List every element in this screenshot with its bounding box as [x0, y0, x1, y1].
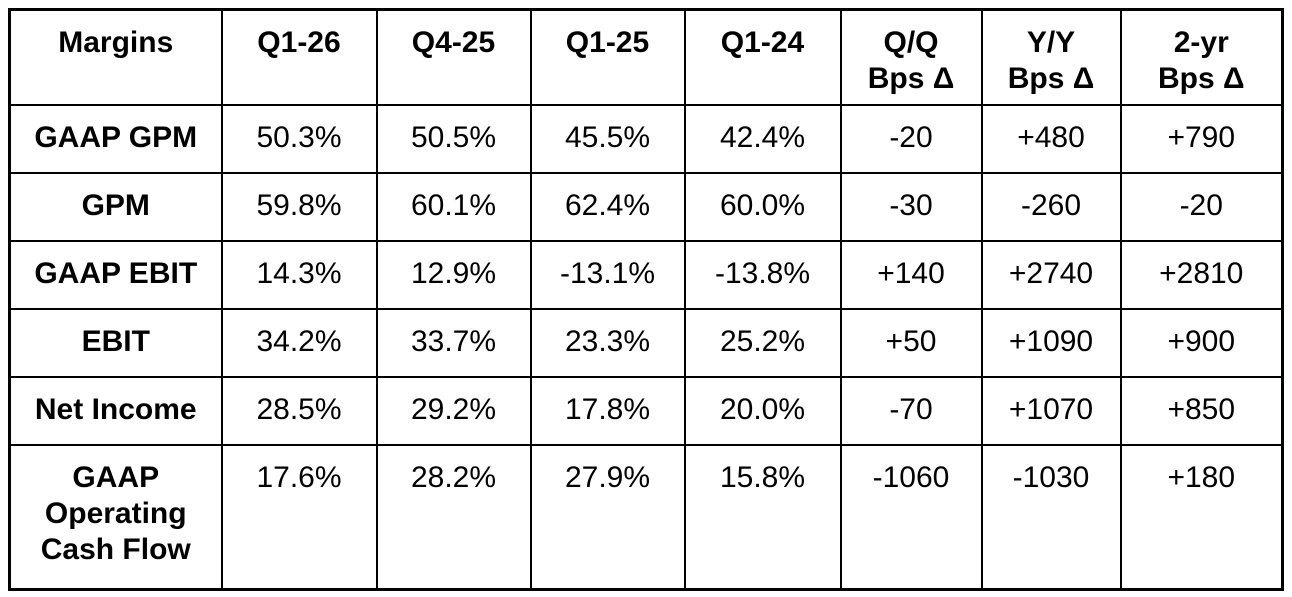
table-cell: 60.1%	[375, 171, 532, 242]
table-cell: -13.1%	[529, 239, 686, 310]
table-row-ebit: EBIT 34.2% 33.7% 23.3% 25.2% +50 +1090 +…	[8, 307, 1284, 378]
row-label-gaap-ebit: GAAP EBIT	[8, 239, 223, 310]
column-header-2yr-bps-delta: 2-yr Bps Δ	[1119, 8, 1284, 106]
table-cell: +900	[1119, 307, 1284, 378]
table-cell: 17.6%	[220, 443, 378, 591]
row-label-ebit: EBIT	[8, 307, 223, 378]
table-cell: -1030	[980, 443, 1122, 591]
table-cell: 20.0%	[683, 375, 842, 446]
table-cell: 28.5%	[220, 375, 378, 446]
table-cell: +790	[1119, 103, 1284, 174]
row-label-gpm: GPM	[8, 171, 223, 242]
table-cell: +2810	[1119, 239, 1284, 310]
table-cell: 14.3%	[220, 239, 378, 310]
table-cell: 15.8%	[683, 443, 842, 591]
table-row-gpm: GPM 59.8% 60.1% 62.4% 60.0% -30 -260 -20	[8, 171, 1284, 242]
table-cell: +2740	[980, 239, 1122, 310]
table-cell: -260	[980, 171, 1122, 242]
table-cell: +1090	[980, 307, 1122, 378]
table-cell: 28.2%	[375, 443, 532, 591]
table-cell: 23.3%	[529, 307, 686, 378]
table-cell: +140	[839, 239, 983, 310]
table-cell: 33.7%	[375, 307, 532, 378]
column-header-yy-bps-delta: Y/Y Bps Δ	[980, 8, 1122, 106]
column-header-qq-bps-delta: Q/Q Bps Δ	[839, 8, 983, 106]
table-row-gaap-gpm: GAAP GPM 50.3% 50.5% 45.5% 42.4% -20 +48…	[8, 103, 1284, 174]
table-cell: -30	[839, 171, 983, 242]
table-row-net-income: Net Income 28.5% 29.2% 17.8% 20.0% -70 +…	[8, 375, 1284, 446]
table-cell: +480	[980, 103, 1122, 174]
table-cell: 59.8%	[220, 171, 378, 242]
table-cell: 34.2%	[220, 307, 378, 378]
table-cell: 62.4%	[529, 171, 686, 242]
column-header-q1-24: Q1-24	[683, 8, 842, 106]
table-cell: 17.8%	[529, 375, 686, 446]
table-cell: +850	[1119, 375, 1284, 446]
table-header-row: Margins Q1-26 Q4-25 Q1-25 Q1-24 Q/Q Bps …	[8, 8, 1284, 106]
table-cell: 42.4%	[683, 103, 842, 174]
table-cell: 12.9%	[375, 239, 532, 310]
column-header-q1-25: Q1-25	[529, 8, 686, 106]
row-label-net-income: Net Income	[8, 375, 223, 446]
table-cell: -13.8%	[683, 239, 842, 310]
table-cell: 50.3%	[220, 103, 378, 174]
margins-table: Margins Q1-26 Q4-25 Q1-25 Q1-24 Q/Q Bps …	[8, 8, 1284, 591]
table-cell: 45.5%	[529, 103, 686, 174]
table-cell: -20	[839, 103, 983, 174]
table-cell: -70	[839, 375, 983, 446]
table-cell: 25.2%	[683, 307, 842, 378]
table-row-gaap-operating-cash-flow: GAAP Operating Cash Flow 17.6% 28.2% 27.…	[8, 443, 1284, 591]
row-label-gaap-operating-cash-flow: GAAP Operating Cash Flow	[8, 443, 223, 591]
table-cell: 60.0%	[683, 171, 842, 242]
table-cell: -1060	[839, 443, 983, 591]
table-cell: -20	[1119, 171, 1284, 242]
table-cell: 29.2%	[375, 375, 532, 446]
column-header-margins: Margins	[8, 8, 223, 106]
table-cell: +180	[1119, 443, 1284, 591]
column-header-q4-25: Q4-25	[375, 8, 532, 106]
column-header-q1-26: Q1-26	[220, 8, 378, 106]
table-cell: +50	[839, 307, 983, 378]
row-label-gaap-gpm: GAAP GPM	[8, 103, 223, 174]
table-cell: 50.5%	[375, 103, 532, 174]
table-cell: 27.9%	[529, 443, 686, 591]
table-cell: +1070	[980, 375, 1122, 446]
table-row-gaap-ebit: GAAP EBIT 14.3% 12.9% -13.1% -13.8% +140…	[8, 239, 1284, 310]
